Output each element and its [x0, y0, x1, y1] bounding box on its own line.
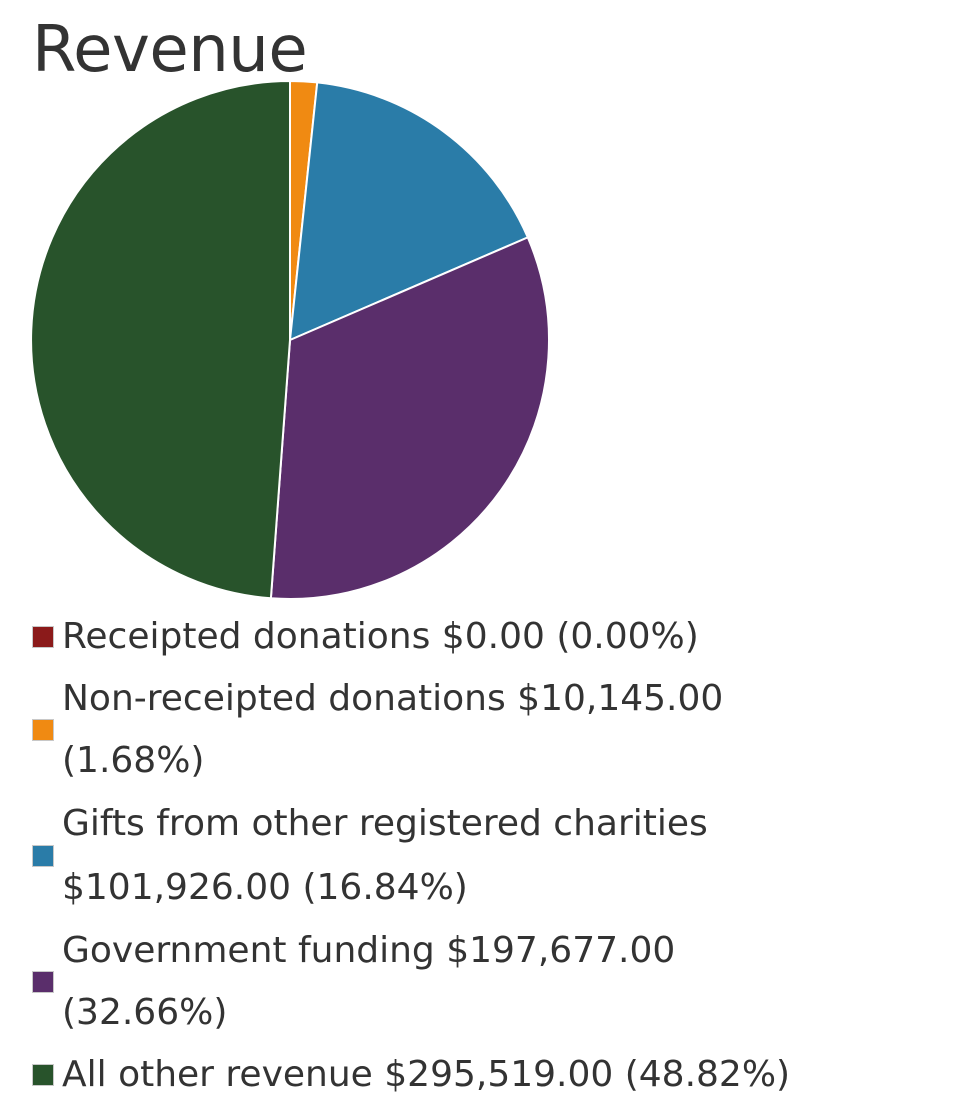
legend-item-receipted-donations[interactable]: Receipted donations $0.00 (0.00%) [32, 606, 952, 668]
legend: Receipted donations $0.00 (0.00%) Non-re… [32, 606, 952, 1106]
legend-swatch [32, 626, 54, 648]
legend-label: Gifts from other registered charities $1… [62, 803, 708, 908]
pie-slice-all-other-revenue[interactable] [30, 80, 291, 600]
pie-slice-gifts-from-other-registered-charities[interactable] [289, 81, 529, 341]
legend-item-non-receipted-donations[interactable]: Non-receipted donations $10,145.00 (1.68… [32, 668, 952, 792]
legend-item-all-other-revenue[interactable]: All other revenue $295,519.00 (48.82%) [32, 1044, 952, 1106]
legend-swatch [32, 845, 54, 867]
legend-item-gifts-from-charities[interactable]: Gifts from other registered charities $1… [32, 792, 952, 920]
legend-swatch [32, 1064, 54, 1086]
chart-title: Revenue [32, 13, 308, 87]
pie-chart [30, 79, 550, 600]
legend-label: Receipted donations $0.00 (0.00%) [62, 616, 699, 657]
legend-label: Non-receipted donations $10,145.00 (1.68… [62, 678, 724, 781]
legend-item-government-funding[interactable]: Government funding $197,677.00 (32.66%) [32, 920, 952, 1044]
legend-label: Government funding $197,677.00 (32.66%) [62, 930, 676, 1033]
legend-swatch [32, 971, 54, 993]
legend-swatch [32, 719, 54, 741]
legend-label: All other revenue $295,519.00 (48.82%) [62, 1054, 791, 1095]
pie-slice-government-funding[interactable] [269, 236, 550, 600]
